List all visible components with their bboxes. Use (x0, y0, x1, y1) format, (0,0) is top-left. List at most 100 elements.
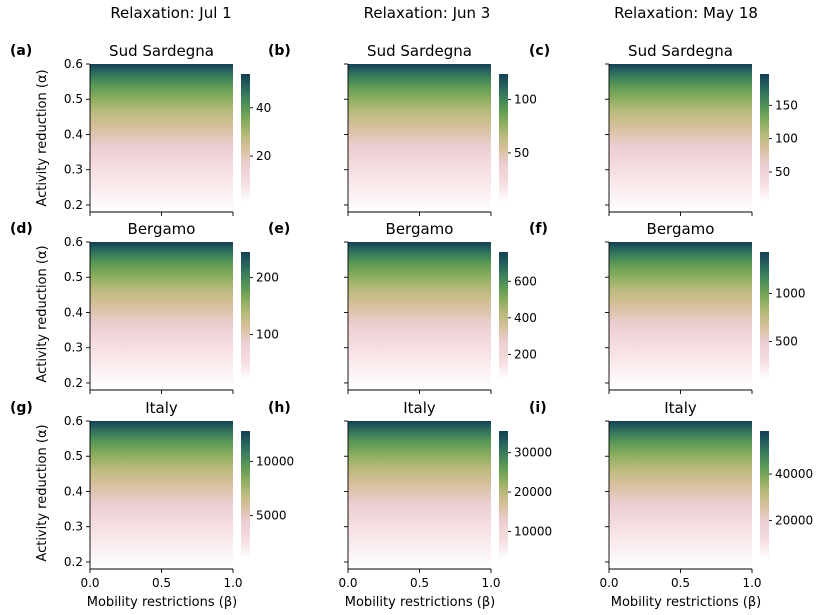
heatmap-panel: (d) Bergamo 0.2 0.3 0.4 0.5 0.6 100 200 (10, 220, 279, 394)
heatmap-panel: (h) Italy 0.0 0.5 1.0 10000 20000 30000 (268, 399, 552, 590)
heatmap-panel: (b) Sud Sardegna 50 100 (268, 42, 537, 216)
colorbar (241, 252, 250, 380)
x-tick-label: 0.0 (599, 576, 618, 590)
x-tick-label: 1.0 (742, 576, 761, 590)
colorbar (241, 74, 250, 202)
colorbar-tick-label: 100 (514, 93, 537, 107)
heatmap-panel: (e) Bergamo 200 400 600 (268, 220, 537, 394)
heatmap-panel: (c) Sud Sardegna 50 100 150 (529, 42, 798, 216)
y-tick-label: 0.3 (64, 520, 83, 534)
colorbar-tick-label: 20000 (775, 514, 813, 528)
panel-label: (e) (268, 221, 290, 237)
colorbar-tick-label: 600 (514, 274, 537, 288)
x-axis-label-col2: Mobility restrictions (β) (345, 595, 495, 610)
colorbar (241, 431, 250, 559)
heatmap-panel: (a) Sud Sardegna 0.2 0.3 0.4 0.5 0.6 20 40 (10, 42, 271, 216)
x-tick-label: 0.5 (671, 576, 690, 590)
heatmap-field (609, 242, 752, 390)
y-tick-label: 0.4 (64, 127, 83, 141)
panel-label: (g) (10, 400, 33, 416)
panel-title: Sud Sardegna (367, 42, 472, 60)
y-tick-label: 0.5 (64, 270, 83, 284)
panel-title: Italy (664, 399, 697, 417)
heatmap-field (609, 64, 752, 212)
colorbar (499, 431, 508, 559)
colorbar-tick-label: 30000 (514, 446, 552, 460)
x-axis-label-col3: Mobility restrictions (β) (611, 595, 761, 610)
heatmap-field (348, 421, 491, 569)
colorbar-tick-label: 5000 (256, 509, 287, 523)
panel-title: Bergamo (647, 220, 715, 238)
colorbar (499, 74, 508, 202)
colorbar-tick-label: 40 (256, 101, 271, 115)
colorbar-tick-label: 100 (775, 132, 798, 146)
colorbar-tick-label: 400 (514, 311, 537, 325)
x-tick-label: 0.5 (410, 576, 429, 590)
y-tick-label: 0.3 (64, 341, 83, 355)
colorbar (760, 74, 769, 202)
colorbar-tick-label: 200 (514, 347, 537, 361)
y-tick-label: 0.2 (64, 376, 83, 390)
colorbar-tick-label: 10000 (256, 454, 294, 468)
colorbar-tick-label: 50 (514, 146, 529, 160)
y-tick-label: 0.5 (64, 92, 83, 106)
y-axis-label-row1: Activity reduction (α) (35, 69, 50, 206)
colorbar-tick-label: 20 (256, 149, 271, 163)
y-tick-label: 0.6 (64, 414, 83, 428)
panel-title: Bergamo (128, 220, 196, 238)
colorbar (760, 431, 769, 559)
y-axis-label-row2: Activity reduction (α) (35, 245, 50, 382)
colorbar-tick-label: 100 (256, 327, 279, 341)
colorbar-tick-label: 150 (775, 98, 798, 112)
colorbar-tick-label: 1000 (775, 286, 806, 300)
y-axis-label-row3: Activity reduction (α) (35, 424, 50, 561)
y-tick-label: 0.3 (64, 163, 83, 177)
heatmap-field (90, 421, 233, 569)
panel-label: (d) (10, 221, 33, 237)
y-tick-label: 0.6 (64, 57, 83, 71)
y-tick-label: 0.2 (64, 198, 83, 212)
x-tick-label: 0.0 (80, 576, 99, 590)
panel-title: Sud Sardegna (109, 42, 214, 60)
panel-label: (a) (10, 43, 32, 59)
colorbar-tick-label: 500 (775, 335, 798, 349)
panel-label: (i) (529, 400, 547, 416)
panel-label: (b) (268, 43, 291, 59)
heatmap-panel: (g) Italy 0.2 0.3 0.4 0.5 0.6 0.0 0.5 1.0 5000 1000… (10, 399, 294, 590)
x-tick-label: 1.0 (481, 576, 500, 590)
panel-title: Bergamo (386, 220, 454, 238)
colorbar-tick-label: 20000 (514, 485, 552, 499)
panel-label: (h) (268, 400, 291, 416)
panel-title: Sud Sardegna (628, 42, 733, 60)
column-title-jul1: Relaxation: Jul 1 (110, 4, 231, 22)
x-tick-label: 0.0 (338, 576, 357, 590)
colorbar-tick-label: 200 (256, 271, 279, 285)
colorbar-tick-label: 50 (775, 165, 790, 179)
heatmap-field (90, 64, 233, 212)
x-tick-label: 0.5 (152, 576, 171, 590)
colorbar-tick-label: 10000 (514, 524, 552, 538)
y-tick-label: 0.5 (64, 449, 83, 463)
colorbar (760, 252, 769, 380)
colorbar-tick-label: 40000 (775, 467, 813, 481)
y-tick-label: 0.4 (64, 305, 83, 319)
y-tick-label: 0.2 (64, 555, 83, 569)
panel-label: (c) (529, 43, 550, 59)
panel-title: Italy (145, 399, 178, 417)
heatmap-panel: (f) Bergamo 500 1000 (529, 220, 806, 394)
heatmap-field (90, 242, 233, 390)
panel-title: Italy (403, 399, 436, 417)
x-axis-label-col1: Mobility restrictions (β) (87, 595, 237, 610)
y-tick-label: 0.4 (64, 484, 83, 498)
y-tick-label: 0.6 (64, 235, 83, 249)
heatmap-field (609, 421, 752, 569)
x-tick-label: 1.0 (223, 576, 242, 590)
heatmap-field (348, 242, 491, 390)
column-title-jun3: Relaxation: Jun 3 (364, 4, 491, 22)
panel-label: (f) (529, 221, 548, 237)
colorbar (499, 252, 508, 380)
heatmap-field (348, 64, 491, 212)
heatmap-panel: (i) Italy 0.0 0.5 1.0 20000 40000 (529, 399, 813, 590)
panel-grid: (a) Sud Sardegna 0.2 0.3 0.4 0.5 0.6 20 40 (b) Sud… (10, 42, 813, 590)
